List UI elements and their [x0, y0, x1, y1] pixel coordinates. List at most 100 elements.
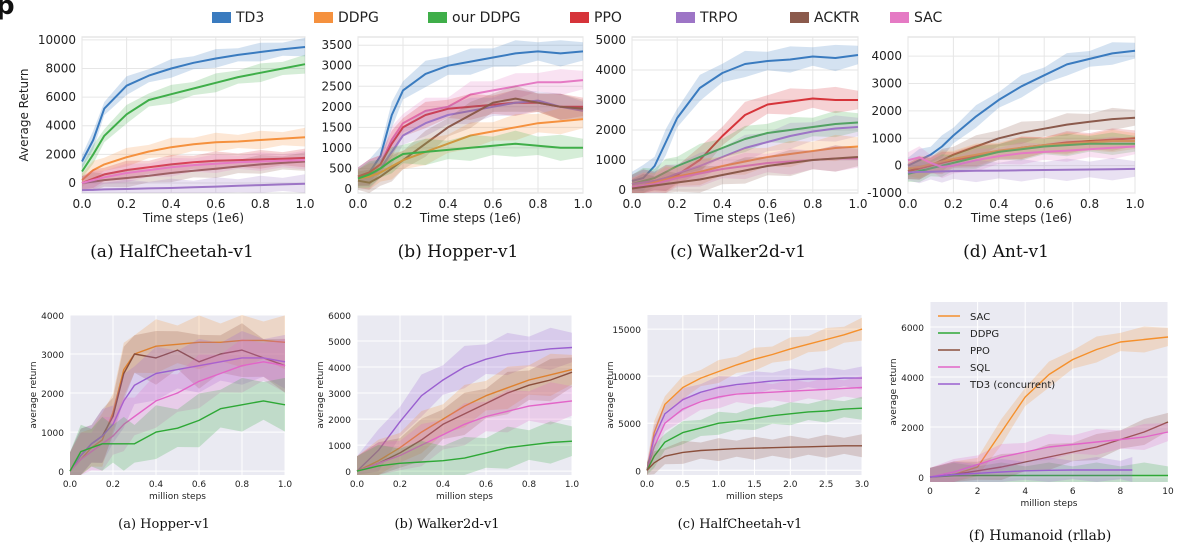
series-band-td3 — [908, 42, 1135, 174]
x-tick-label: 0.6 — [483, 197, 502, 211]
series-line-ddpg — [929, 474, 1168, 478]
series-band-acktr — [908, 107, 1135, 180]
legend-swatch-our-ddpg — [428, 12, 447, 23]
x-tick-label: 0.2 — [944, 197, 963, 211]
x-tick-label: 1.0 — [278, 480, 293, 490]
x-tick-label: 0.4 — [713, 197, 732, 211]
chart-top-a: 0 2000 4000 6000 8000 10000 0.0 0.2 0.4 0.6 0.8 1.0… — [17, 33, 315, 262]
series-band-td3-concurrent — [930, 457, 1133, 482]
x-tick-label: 1.0 — [712, 480, 727, 490]
series-band-ddpg — [632, 134, 858, 193]
y-axis-label: Average Return — [17, 69, 31, 162]
series-band-ddpg — [70, 377, 285, 475]
x-tick-label: 0.4 — [162, 197, 181, 211]
x-tick-label: 0.6 — [479, 480, 494, 490]
y-tick-label: 4000 — [871, 49, 902, 63]
x-tick-label: 0.8 — [1080, 197, 1099, 211]
x-tick-label: 6 — [1070, 487, 1076, 497]
y-tick-label: 2000 — [328, 416, 351, 426]
chart-caption: (b) Walker2d-v1 — [394, 517, 499, 532]
legend-swatch-acktr — [790, 12, 809, 23]
x-tick-label: 0.4 — [436, 480, 451, 490]
series-line-ddpg — [81, 136, 306, 181]
x-tick-label: 4 — [1022, 487, 1028, 497]
series-band-td3-concurrent — [647, 366, 862, 475]
y-tick-label: -1000 — [867, 186, 902, 200]
chart-bottom-a: 0 1000 2000 3000 4000 0.0 0.2 0.4 0.6 0.8 1.0 milli… — [29, 312, 292, 532]
x-tick-label: 0.0 — [63, 480, 78, 490]
legend-label-our-ddpg: our DDPG — [452, 10, 521, 26]
legend-label-ddpg: DDPG — [338, 10, 379, 26]
series-band-trpo — [358, 89, 583, 190]
y-tick-label: 3000 — [41, 351, 64, 361]
x-tick-label: 0.2 — [117, 197, 136, 211]
x-tick-label: 1.0 — [573, 197, 592, 211]
series-band-ddpg — [358, 108, 583, 190]
series-band-sac — [908, 136, 1135, 179]
series-band-ppo — [358, 89, 583, 186]
x-axis-label: Time steps (1e6) — [142, 211, 244, 225]
y-tick-label: 6000 — [45, 90, 76, 104]
y-tick-label: 5000 — [595, 33, 626, 47]
y-tick-label: 3000 — [328, 390, 351, 400]
x-tick-label: 0 — [927, 487, 933, 497]
chart-caption: (d) Ant-v1 — [963, 242, 1049, 262]
x-tick-label: 0.8 — [528, 197, 547, 211]
legend-label-ppo: PPO — [594, 10, 622, 26]
x-axis-label: million steps — [149, 492, 206, 502]
x-tick-label: 0.2 — [106, 480, 120, 490]
legend-label-ddpg: DDPG — [970, 329, 999, 340]
y-tick-label: 6000 — [901, 324, 924, 334]
x-tick-label: 0.0 — [350, 480, 365, 490]
legend-label-sac: SAC — [970, 312, 990, 323]
y-tick-label: 10000 — [38, 33, 76, 47]
x-axis-label: Time steps (1e6) — [970, 211, 1072, 225]
y-tick-label: 0 — [918, 474, 924, 484]
series-line-td3-concurrent — [646, 377, 862, 471]
series-band-sql — [647, 376, 862, 475]
chart-bottom-f: 0 2000 4000 6000 0 2 4 6 8 10 million steps average… — [889, 302, 1174, 544]
x-tick-label: 0.8 — [803, 197, 822, 211]
series-line-ddpg — [646, 407, 863, 471]
legend-label-sql: SQL — [970, 363, 990, 374]
y-tick-label: 8000 — [45, 61, 76, 75]
y-axis-label: average return — [606, 361, 616, 428]
x-axis-label: Time steps (1e6) — [419, 211, 521, 225]
series-line-ddpg — [907, 140, 1135, 170]
series-line-ppo — [81, 156, 306, 184]
y-tick-label: 2000 — [901, 424, 924, 434]
x-tick-label: 1.0 — [848, 197, 867, 211]
y-tick-label: 4000 — [328, 364, 351, 374]
series-band-ddpg — [930, 462, 1168, 482]
series-line-sac — [929, 336, 1169, 478]
y-tick-label: 4000 — [595, 63, 626, 77]
series-band-sql — [70, 338, 285, 475]
y-tick-label: 0 — [68, 176, 76, 190]
series-line-ppo — [929, 421, 1169, 478]
chart-top-b: 0 500 1000 1500 2000 2500 3000 3500 0.0 0.2 0.4 0.6… — [321, 36, 593, 262]
series-band-ppo — [647, 434, 862, 475]
series-line-td3-concurrent — [356, 346, 573, 472]
series-line-td3-concurrent — [929, 469, 1133, 478]
x-tick-label: 0.0 — [622, 197, 641, 211]
series-line-td3 — [631, 54, 859, 182]
series-band-td3-concurrent — [70, 331, 285, 475]
y-tick-label: 3000 — [595, 93, 626, 107]
x-tick-label: 0.2 — [393, 197, 412, 211]
y-tick-label: 4000 — [41, 312, 64, 322]
series-line-ddpg — [357, 118, 584, 180]
series-line-trpo — [907, 167, 1136, 174]
legend-swatch-td3 — [212, 12, 231, 23]
chart-caption: (c) HalfCheetah-v1 — [678, 517, 803, 532]
plot-background — [70, 315, 285, 475]
chart-bottom-b: 0 1000 2000 3000 4000 5000 6000 0.0 0.2 0.4 0.6 0.8… — [316, 312, 579, 532]
y-tick-label: 0 — [618, 183, 626, 197]
x-tick-label: 0.8 — [235, 480, 250, 490]
series-line-sql — [69, 361, 286, 472]
x-tick-label: 0.0 — [640, 480, 655, 490]
y-tick-label: 1500 — [321, 120, 352, 134]
series-band-ddpg — [647, 396, 862, 475]
y-tick-label: 5000 — [328, 338, 351, 348]
series-band-sql — [930, 422, 1168, 482]
